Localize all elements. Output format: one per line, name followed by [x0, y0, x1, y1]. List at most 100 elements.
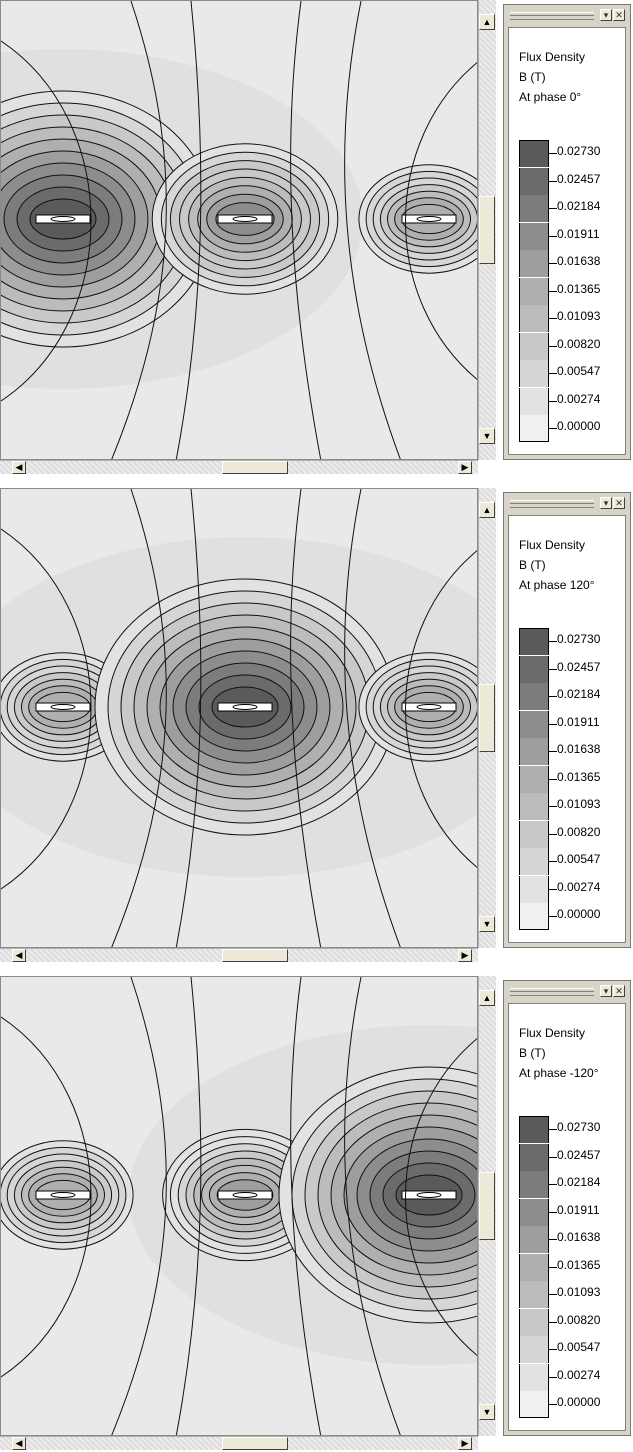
close-icon[interactable]: ✕ — [613, 9, 625, 21]
drag-grip-icon[interactable] — [510, 12, 594, 20]
flux-plot-panel: ▲ ▼ ◀ ▶ ▾ ✕ Flux Density B (T) At phase -120° 0.0… — [0, 976, 633, 1450]
legend-titlebar[interactable]: ▾ ✕ — [508, 9, 626, 23]
horizontal-scrollbar[interactable]: ◀ ▶ — [0, 948, 478, 962]
flux-contour-plot — [1, 489, 478, 948]
legend-level-label: 0.01911 — [557, 1203, 600, 1217]
legend-level-label: 0.02730 — [557, 632, 600, 646]
legend-tick — [549, 1129, 557, 1130]
flux-contour-view[interactable] — [0, 488, 478, 948]
legend-tick — [549, 724, 557, 725]
vertical-scrollbar[interactable]: ▲ ▼ — [478, 488, 496, 948]
scroll-left-arrow-icon[interactable]: ◀ — [12, 1437, 26, 1450]
legend-level-label: 0.01638 — [557, 742, 600, 756]
legend-color-swatch — [519, 1199, 549, 1226]
legend-tick — [549, 806, 557, 807]
legend-color-swatch — [519, 1144, 549, 1171]
legend-level-label: 0.02184 — [557, 1175, 600, 1189]
flux-plot-panel: ▲ ▼ ◀ ▶ ▾ ✕ Flux Density B (T) At phase 120° 0.02… — [0, 488, 633, 962]
vertical-scrollbar[interactable]: ▲ ▼ — [478, 0, 496, 460]
legend-phase: At phase 120° — [519, 578, 595, 592]
horizontal-scroll-thumb[interactable] — [222, 1437, 288, 1450]
legend-color-swatch — [519, 903, 549, 930]
close-icon[interactable]: ✕ — [613, 497, 625, 509]
legend-phase: At phase -120° — [519, 1066, 599, 1080]
legend-tick — [549, 263, 557, 264]
scroll-up-arrow-icon[interactable]: ▲ — [479, 502, 495, 518]
legend-level-label: 0.01093 — [557, 797, 600, 811]
legend-level-label: 0.00000 — [557, 907, 600, 921]
legend-quantity: Flux Density — [519, 538, 585, 552]
legend-tick — [549, 401, 557, 402]
scroll-left-arrow-icon[interactable]: ◀ — [12, 949, 26, 962]
flux-contour-plot — [1, 1, 478, 460]
legend-tick — [549, 428, 557, 429]
legend-tick — [549, 889, 557, 890]
legend-level-label: 0.02730 — [557, 144, 600, 158]
legend-tick — [549, 916, 557, 917]
legend-level-label: 0.01365 — [557, 770, 600, 784]
vertical-scroll-thumb[interactable] — [479, 196, 495, 264]
legend-color-swatch — [519, 415, 549, 442]
legend-color-swatch — [519, 388, 549, 415]
legend-level-label: 0.00820 — [557, 337, 600, 351]
legend-level-label: 0.01911 — [557, 715, 600, 729]
horizontal-scroll-thumb[interactable] — [222, 949, 288, 962]
legend-level-label: 0.01638 — [557, 254, 600, 268]
legend-level-label: 0.01365 — [557, 1258, 600, 1272]
legend-window: ▾ ✕ Flux Density B (T) At phase -120° 0.02730… — [503, 980, 631, 1436]
legend-tick — [549, 1184, 557, 1185]
minimize-icon[interactable]: ▾ — [600, 985, 612, 997]
legend-level-label: 0.01093 — [557, 1285, 600, 1299]
legend-color-swatch — [519, 305, 549, 332]
scroll-down-arrow-icon[interactable]: ▼ — [479, 916, 495, 932]
legend-level-label: 0.00000 — [557, 1395, 600, 1409]
flux-contour-view[interactable] — [0, 0, 478, 460]
flux-contour-view[interactable] — [0, 976, 478, 1436]
scroll-left-arrow-icon[interactable]: ◀ — [12, 461, 26, 474]
legend-color-swatch — [519, 278, 549, 305]
horizontal-scroll-thumb[interactable] — [222, 461, 288, 474]
flux-contour-plot — [1, 977, 478, 1436]
scroll-right-arrow-icon[interactable]: ▶ — [458, 1437, 472, 1450]
legend-color-swatch — [519, 683, 549, 710]
legend-tick — [549, 1377, 557, 1378]
legend-tick — [549, 236, 557, 237]
legend-level-label: 0.00547 — [557, 364, 600, 378]
scroll-right-arrow-icon[interactable]: ▶ — [458, 949, 472, 962]
legend-tick — [549, 1294, 557, 1295]
legend-titlebar[interactable]: ▾ ✕ — [508, 985, 626, 999]
legend-color-swatch — [519, 168, 549, 195]
legend-color-swatch — [519, 1391, 549, 1418]
legend-tick — [549, 1157, 557, 1158]
drag-grip-icon[interactable] — [510, 988, 594, 996]
minimize-icon[interactable]: ▾ — [600, 9, 612, 21]
legend-color-swatch — [519, 628, 549, 655]
minimize-icon[interactable]: ▾ — [600, 497, 612, 509]
vertical-scroll-thumb[interactable] — [479, 1172, 495, 1240]
vertical-scrollbar[interactable]: ▲ ▼ — [478, 976, 496, 1436]
legend-tick — [549, 181, 557, 182]
legend-level-label: 0.01365 — [557, 282, 600, 296]
legend-tick — [549, 291, 557, 292]
scroll-down-arrow-icon[interactable]: ▼ — [479, 428, 495, 444]
legend-color-swatch — [519, 1254, 549, 1281]
legend-unit: B (T) — [519, 558, 546, 572]
scroll-up-arrow-icon[interactable]: ▲ — [479, 990, 495, 1006]
scroll-right-arrow-icon[interactable]: ▶ — [458, 461, 472, 474]
drag-grip-icon[interactable] — [510, 500, 594, 508]
scroll-down-arrow-icon[interactable]: ▼ — [479, 1404, 495, 1420]
legend-tick — [549, 373, 557, 374]
legend-color-swatch — [519, 656, 549, 683]
legend-tick — [549, 153, 557, 154]
vertical-scroll-thumb[interactable] — [479, 684, 495, 752]
scroll-up-arrow-icon[interactable]: ▲ — [479, 14, 495, 30]
legend-color-swatch — [519, 1116, 549, 1143]
legend-level-label: 0.01638 — [557, 1230, 600, 1244]
legend-titlebar[interactable]: ▾ ✕ — [508, 497, 626, 511]
flux-plot-panel: ▲ ▼ ◀ ▶ ▾ ✕ Flux Density B (T) At phase 0° 0.0273… — [0, 0, 633, 474]
close-icon[interactable]: ✕ — [613, 985, 625, 997]
legend-level-label: 0.00000 — [557, 419, 600, 433]
horizontal-scrollbar[interactable]: ◀ ▶ — [0, 1436, 478, 1450]
horizontal-scrollbar[interactable]: ◀ ▶ — [0, 460, 478, 474]
legend-tick — [549, 834, 557, 835]
